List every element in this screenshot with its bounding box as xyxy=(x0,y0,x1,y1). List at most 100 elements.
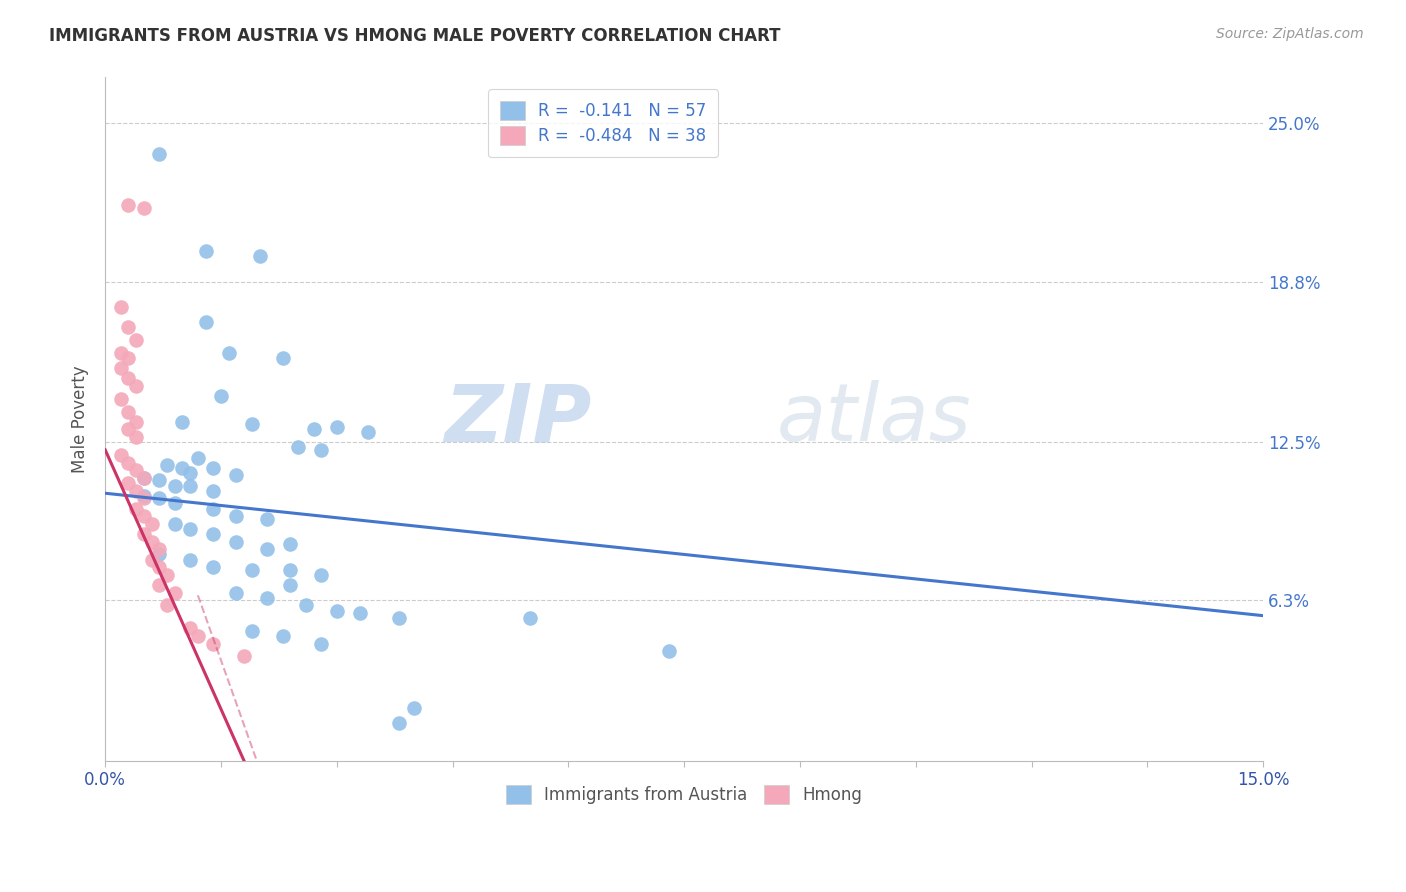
Point xyxy=(132,471,155,485)
Point xyxy=(141,516,163,531)
Point xyxy=(402,700,425,714)
Point xyxy=(110,346,132,360)
Point xyxy=(658,644,681,658)
Point xyxy=(357,425,380,439)
Point xyxy=(125,333,148,347)
Point xyxy=(311,567,333,582)
Point xyxy=(326,420,349,434)
Point xyxy=(163,516,186,531)
Point xyxy=(172,460,194,475)
Point xyxy=(256,512,278,526)
Point xyxy=(287,440,309,454)
Point xyxy=(125,483,148,498)
Point xyxy=(240,563,263,577)
Point xyxy=(148,548,170,562)
Point xyxy=(132,509,155,524)
Point xyxy=(194,315,217,329)
Point xyxy=(311,637,333,651)
Point xyxy=(117,422,139,436)
Point xyxy=(280,578,302,592)
Point xyxy=(179,466,201,480)
Point xyxy=(256,591,278,605)
Point xyxy=(132,491,155,506)
Point xyxy=(163,496,186,510)
Point xyxy=(148,474,170,488)
Point xyxy=(202,527,225,541)
Legend: Immigrants from Austria, Hmong: Immigrants from Austria, Hmong xyxy=(496,775,873,814)
Point xyxy=(349,606,371,620)
Point xyxy=(209,389,232,403)
Point xyxy=(125,463,148,477)
Point xyxy=(179,622,201,636)
Point xyxy=(117,476,139,491)
Point xyxy=(311,442,333,457)
Point xyxy=(202,460,225,475)
Point xyxy=(117,456,139,470)
Point xyxy=(225,534,247,549)
Point xyxy=(240,624,263,638)
Point xyxy=(519,611,541,625)
Point xyxy=(148,147,170,161)
Point xyxy=(172,415,194,429)
Point xyxy=(110,361,132,376)
Point xyxy=(141,552,163,566)
Point xyxy=(141,534,163,549)
Point xyxy=(117,351,139,365)
Text: atlas: atlas xyxy=(778,380,972,458)
Point xyxy=(280,537,302,551)
Point xyxy=(148,560,170,574)
Point xyxy=(225,468,247,483)
Point xyxy=(326,604,349,618)
Point xyxy=(110,448,132,462)
Point xyxy=(202,560,225,574)
Point xyxy=(148,578,170,592)
Point xyxy=(179,522,201,536)
Point xyxy=(117,198,139,212)
Text: IMMIGRANTS FROM AUSTRIA VS HMONG MALE POVERTY CORRELATION CHART: IMMIGRANTS FROM AUSTRIA VS HMONG MALE PO… xyxy=(49,27,780,45)
Point xyxy=(249,249,271,263)
Point xyxy=(240,417,263,432)
Point xyxy=(202,483,225,498)
Point xyxy=(179,478,201,492)
Point xyxy=(187,450,209,465)
Point xyxy=(110,300,132,314)
Point xyxy=(302,422,325,436)
Point xyxy=(179,552,201,566)
Point xyxy=(202,637,225,651)
Point xyxy=(132,489,155,503)
Y-axis label: Male Poverty: Male Poverty xyxy=(72,366,89,473)
Point xyxy=(132,527,155,541)
Point xyxy=(271,629,294,643)
Point xyxy=(117,404,139,418)
Point xyxy=(194,244,217,258)
Point xyxy=(218,346,240,360)
Point xyxy=(132,471,155,485)
Point xyxy=(256,542,278,557)
Point xyxy=(295,599,318,613)
Point xyxy=(156,458,179,472)
Point xyxy=(387,611,409,625)
Text: Source: ZipAtlas.com: Source: ZipAtlas.com xyxy=(1216,27,1364,41)
Point xyxy=(148,542,170,557)
Point xyxy=(117,320,139,334)
Point xyxy=(163,478,186,492)
Point xyxy=(110,392,132,406)
Point xyxy=(233,649,256,664)
Point xyxy=(125,379,148,393)
Point xyxy=(148,491,170,506)
Point xyxy=(225,509,247,524)
Point xyxy=(280,563,302,577)
Point xyxy=(187,629,209,643)
Point xyxy=(271,351,294,365)
Point xyxy=(202,501,225,516)
Point xyxy=(125,415,148,429)
Point xyxy=(225,585,247,599)
Point xyxy=(163,585,186,599)
Point xyxy=(117,371,139,385)
Point xyxy=(125,501,148,516)
Point xyxy=(156,599,179,613)
Point xyxy=(156,567,179,582)
Point xyxy=(387,715,409,730)
Text: ZIP: ZIP xyxy=(444,380,592,458)
Point xyxy=(132,201,155,215)
